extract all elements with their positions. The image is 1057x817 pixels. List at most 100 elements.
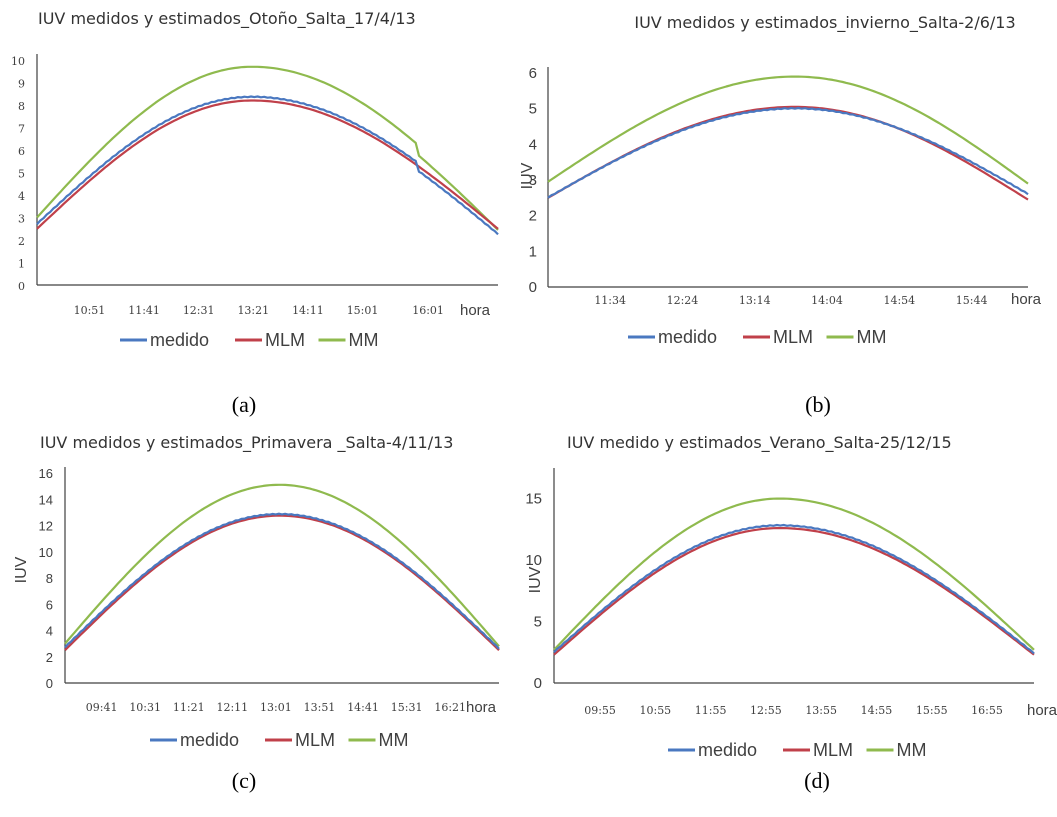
x-tick-label: 15:01 bbox=[347, 304, 379, 317]
legend-label-mlm: MLM bbox=[813, 740, 853, 760]
y-tick-label: 15 bbox=[525, 491, 542, 508]
y-tick-label: 1 bbox=[18, 258, 25, 271]
x-tick-label: 11:55 bbox=[695, 704, 727, 717]
x-tick-label: 12:11 bbox=[216, 701, 248, 714]
y-tick-label: 16 bbox=[39, 466, 53, 481]
legend: medido MLM MM bbox=[628, 327, 887, 347]
legend-label-mm: MM bbox=[857, 327, 887, 347]
y-tick-label: 10 bbox=[39, 545, 53, 560]
legend-label-mm: MM bbox=[379, 730, 409, 750]
series-line-mm bbox=[553, 497, 1035, 651]
x-tick-label: 13:55 bbox=[805, 704, 837, 717]
y-tick-label: 4 bbox=[529, 136, 537, 153]
x-tick-label: 09:55 bbox=[584, 704, 616, 717]
y-tick-label: 10 bbox=[11, 55, 25, 68]
x-axis-label: hora bbox=[1011, 291, 1042, 308]
legend-label-mlm: MLM bbox=[773, 327, 813, 347]
chart-title: IUV medidos y estimados_invierno_Salta-2… bbox=[634, 13, 1015, 33]
chart-panel-4: IUV medido y estimados_Verano_Salta-25/1… bbox=[525, 433, 1057, 793]
y-tick-label: 5 bbox=[529, 101, 537, 118]
legend-label-medido: medido bbox=[698, 740, 757, 760]
y-tick-label: 0 bbox=[18, 280, 25, 293]
y-tick-label: 0 bbox=[529, 279, 537, 296]
y-tick-label: 6 bbox=[529, 65, 537, 82]
x-axis-label: hora bbox=[1027, 702, 1057, 719]
x-tick-label: 09:41 bbox=[86, 701, 118, 714]
y-tick-label: 0 bbox=[46, 676, 53, 691]
x-tick-label: 14:04 bbox=[811, 294, 843, 307]
x-tick-label: 15:44 bbox=[956, 294, 988, 307]
y-tick-label: 4 bbox=[46, 624, 53, 639]
x-tick-label: 11:41 bbox=[128, 304, 160, 317]
x-axis-label: hora bbox=[460, 302, 491, 319]
series-line-mm bbox=[64, 483, 500, 648]
y-tick-label: 9 bbox=[18, 78, 25, 91]
figure-caption: (d) bbox=[804, 768, 830, 793]
y-tick-label: 12 bbox=[39, 519, 53, 534]
legend: medido MLM MM bbox=[120, 330, 379, 350]
x-tick-label: 12:24 bbox=[667, 294, 699, 307]
series-line-mm bbox=[547, 75, 1029, 185]
chart-title: IUV medido y estimados_Verano_Salta-25/1… bbox=[567, 433, 952, 453]
chart-panel-1: IUV medidos y estimados_Otoño_Salta_17/4… bbox=[11, 9, 499, 417]
y-tick-label: 7 bbox=[18, 123, 25, 136]
series-line-medido bbox=[36, 95, 499, 236]
x-axis-label: hora bbox=[466, 699, 497, 716]
y-tick-label: 8 bbox=[18, 100, 25, 113]
y-axis-label: IUV bbox=[527, 566, 544, 593]
y-tick-label: 5 bbox=[18, 168, 25, 181]
chart-title: IUV medidos y estimados_Otoño_Salta_17/4… bbox=[38, 9, 416, 29]
legend-label-mm: MM bbox=[897, 740, 927, 760]
legend-label-medido: medido bbox=[658, 327, 717, 347]
legend: medido MLM MM bbox=[668, 740, 927, 760]
y-tick-label: 10 bbox=[525, 552, 542, 569]
x-tick-label: 12:55 bbox=[750, 704, 782, 717]
series-line-mlm bbox=[36, 99, 499, 230]
x-tick-label: 10:31 bbox=[129, 701, 161, 714]
figure-caption: (b) bbox=[805, 392, 831, 417]
y-tick-label: 6 bbox=[18, 145, 25, 158]
series-line-medido bbox=[553, 523, 1035, 655]
x-tick-label: 10:51 bbox=[74, 304, 106, 317]
chart-panel-3: IUV medidos y estimados_Primavera _Salta… bbox=[13, 433, 500, 793]
figure-caption: (a) bbox=[232, 392, 256, 417]
y-axis-label: IUV bbox=[519, 162, 536, 189]
x-tick-label: 16:01 bbox=[412, 304, 444, 317]
legend-label-medido: medido bbox=[180, 730, 239, 750]
x-tick-label: 14:41 bbox=[347, 701, 379, 714]
y-tick-label: 6 bbox=[46, 597, 53, 612]
y-tick-label: 3 bbox=[529, 172, 537, 189]
series-line-medido bbox=[64, 512, 500, 650]
x-tick-label: 13:14 bbox=[739, 294, 771, 307]
legend: medido MLM MM bbox=[150, 730, 409, 750]
x-tick-label: 13:51 bbox=[304, 701, 336, 714]
y-axis-label: IUV bbox=[13, 556, 30, 583]
y-tick-label: 14 bbox=[39, 492, 53, 507]
x-tick-label: 16:21 bbox=[434, 701, 466, 714]
series-line-medido bbox=[547, 106, 1029, 199]
y-tick-label: 2 bbox=[529, 208, 537, 225]
legend-label-mlm: MLM bbox=[265, 330, 305, 350]
y-tick-label: 8 bbox=[46, 571, 53, 586]
x-tick-label: 15:31 bbox=[391, 701, 423, 714]
y-tick-label: 5 bbox=[534, 614, 542, 631]
series-line-mm bbox=[36, 65, 499, 231]
series-line-mlm bbox=[553, 527, 1035, 656]
figure-caption: (c) bbox=[232, 768, 256, 793]
chart-panel-2: IUV medidos y estimados_invierno_Salta-2… bbox=[519, 13, 1042, 417]
x-tick-label: 16:55 bbox=[971, 704, 1003, 717]
y-tick-label: 3 bbox=[18, 213, 25, 226]
x-tick-label: 13:21 bbox=[237, 304, 269, 317]
x-tick-label: 14:54 bbox=[883, 294, 915, 307]
x-tick-label: 11:34 bbox=[594, 294, 626, 307]
legend-label-mm: MM bbox=[349, 330, 379, 350]
y-tick-label: 2 bbox=[18, 235, 25, 248]
y-tick-label: 2 bbox=[46, 650, 53, 665]
x-tick-label: 11:21 bbox=[173, 701, 205, 714]
legend-label-mlm: MLM bbox=[295, 730, 335, 750]
x-tick-label: 15:55 bbox=[916, 704, 948, 717]
x-tick-label: 14:55 bbox=[861, 704, 893, 717]
x-tick-label: 10:55 bbox=[639, 704, 671, 717]
y-tick-label: 0 bbox=[534, 675, 542, 692]
